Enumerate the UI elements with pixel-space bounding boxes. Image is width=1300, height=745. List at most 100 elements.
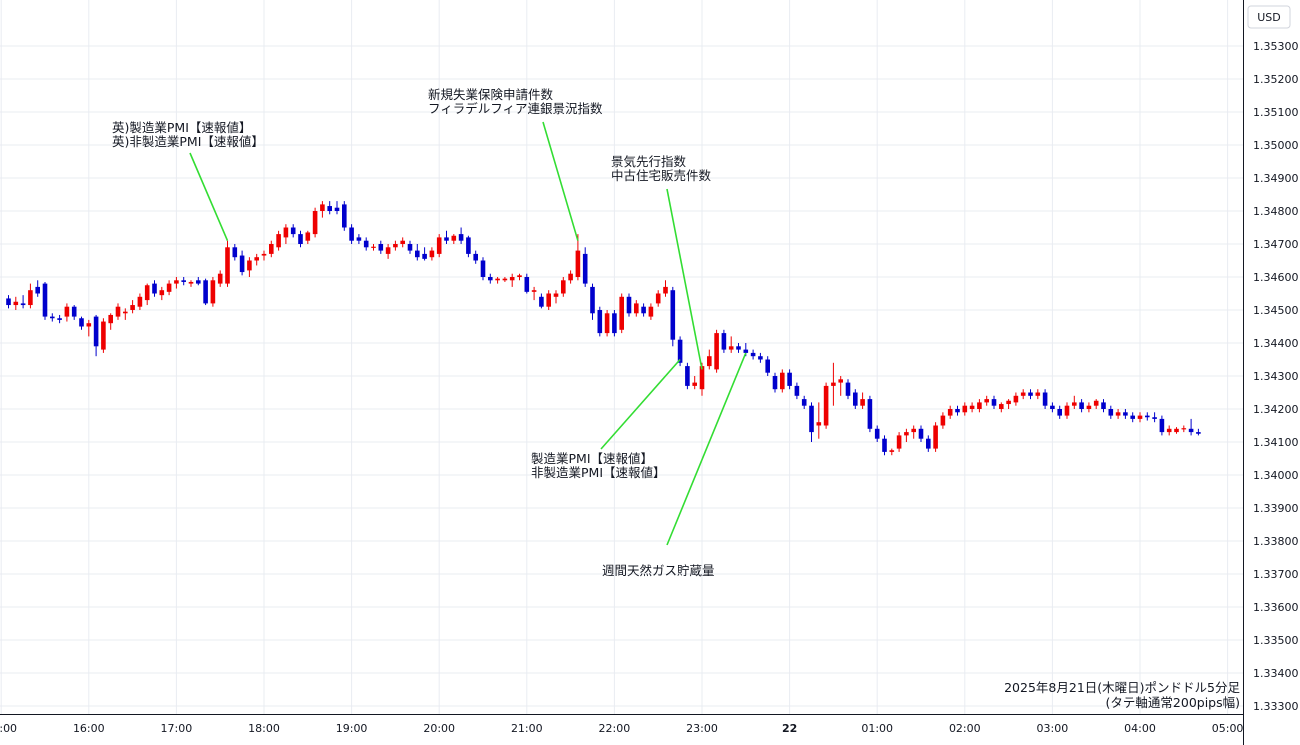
candle [1072,395,1077,409]
y-tick-label: 1.34700 [1253,238,1299,251]
candle [422,247,427,261]
x-tick-label: 03:00 [1037,722,1069,735]
candle [327,201,332,215]
candle [648,303,654,320]
candle [853,389,858,409]
chart-footer: 2025年8月21日(木曜日)ポンドドル5分足 (タテ軸通常200pips幅) [1004,680,1240,710]
candle [1086,402,1092,413]
candle [1093,399,1099,409]
candle [334,201,340,215]
y-tick-label: 1.33900 [1253,502,1299,515]
candle [590,283,595,320]
candle [685,362,690,390]
candle [312,207,318,238]
annotation-label: 景気先行指数 [611,154,687,169]
candle [969,402,975,413]
candle [276,230,281,251]
candle [20,295,26,309]
candle [13,296,19,310]
candle [473,250,478,264]
annotation-label: 英)製造業PMI【速報値】 [112,120,251,135]
candle [130,300,135,314]
candle [823,382,829,429]
candle [495,277,500,284]
x-tick-label: 05:00 [1212,722,1244,735]
candle [926,435,931,452]
x-tick-label: 16:00 [73,722,105,735]
candle [225,240,230,287]
candle [1050,402,1055,413]
candle [42,281,48,320]
y-tick-label: 1.33700 [1253,568,1299,581]
candle [1042,389,1048,409]
candle [947,405,953,419]
y-tick-label: 1.35000 [1253,139,1299,152]
candle [232,244,238,261]
candle [108,313,113,330]
price-axis[interactable]: 1.35300 1.35200 1.35100 1.35000 1.34900 1.348… [1243,0,1299,745]
candle [181,277,186,286]
candle [1108,405,1114,419]
candle [955,405,960,416]
candle [400,237,405,248]
y-tick-label: 1.33500 [1253,634,1299,647]
candle [349,224,354,244]
candle [568,270,573,284]
candle [721,329,727,353]
candle [531,286,537,301]
candle [809,402,814,442]
event-annotation: 週間天然ガス貯蔵量 [602,352,747,578]
candle [356,234,362,244]
candle [546,290,551,310]
candle [867,395,873,433]
y-tick-label: 1.34100 [1253,436,1299,449]
candle [1123,409,1128,419]
candle [1174,427,1179,434]
time-axis[interactable]: 15:00 16:00 17:00 18:00 19:00 20:00 21:00 22:00… [0,714,1244,736]
candle [28,283,33,309]
candle [466,235,471,258]
candle [144,283,150,306]
candle [363,237,369,251]
y-tick-label: 1.34600 [1253,271,1299,284]
candle [217,270,223,287]
candle [1057,405,1062,419]
candle [933,422,938,452]
candle [50,313,55,322]
candle [1137,412,1143,423]
candle [166,280,172,296]
candle [845,379,851,400]
candle [940,412,946,429]
candle [137,293,143,310]
candles [6,201,1201,456]
candle [619,293,624,334]
candle [524,273,530,294]
y-tick-label: 1.35100 [1253,106,1299,119]
candle [962,402,968,416]
candle [582,247,588,287]
candle [1028,389,1033,400]
annotation-label: 新規失業保険申請件数 [428,87,554,102]
currency-label: USD [1257,11,1281,24]
candle [860,392,865,409]
candle [1130,412,1135,423]
candle [677,336,683,367]
y-tick-label: 1.34300 [1253,370,1299,383]
candle [1013,392,1019,406]
y-tick-label: 1.35200 [1253,73,1299,86]
x-tick-label: 02:00 [949,722,981,735]
x-tick-label: 04:00 [1124,722,1156,735]
candle [758,352,763,363]
y-tick-label: 1.34500 [1253,304,1299,317]
candle [517,273,522,281]
candle [342,201,347,231]
candle [1101,399,1106,413]
currency-badge[interactable]: USD [1247,5,1291,29]
candle [93,314,99,357]
candle [977,399,982,413]
candle [269,240,274,258]
annotation-label: 中古住宅販売件数 [611,168,712,183]
candle [320,201,325,218]
